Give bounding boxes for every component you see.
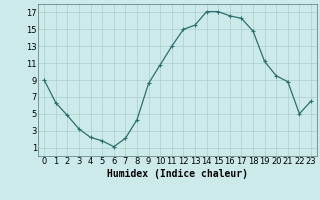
X-axis label: Humidex (Indice chaleur): Humidex (Indice chaleur) (107, 169, 248, 179)
